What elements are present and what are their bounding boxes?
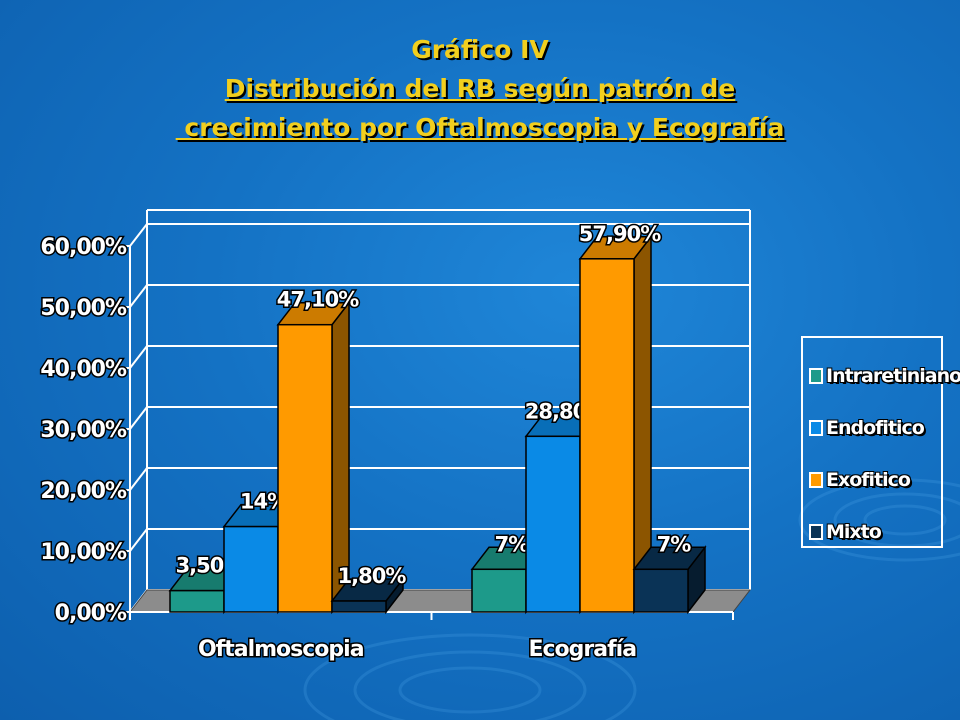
- x-category-label-0: Oftalmoscopia: [198, 637, 364, 662]
- gridline-side-4: [129, 345, 148, 369]
- data-label-mixto-0: 1,80%: [338, 564, 407, 588]
- bar-mixto-0: [331, 600, 387, 613]
- data-label-exofitico-1: 57,90%: [579, 222, 661, 246]
- data-label-mixto-1: 7%: [657, 532, 692, 556]
- legend-label-endofitico: Endofitico: [826, 417, 925, 439]
- legend-swatch-mixto: [809, 524, 823, 540]
- y-tick-label-6: 60,00%: [40, 235, 127, 260]
- gridline-side-2: [129, 467, 148, 491]
- legend-label-intraretiniano: Intraretiniano: [826, 365, 960, 387]
- gridline-side-5: [129, 284, 148, 308]
- chart-legend: Intraretiniano Endofitico Exofitico Mixt…: [801, 336, 960, 548]
- y-tick-label-3: 30,00%: [40, 418, 127, 443]
- bar-intraretiniano-0: [169, 589, 225, 613]
- bar-mixto-1: [633, 568, 689, 613]
- legend-item-endofitico: Endofitico: [803, 402, 941, 454]
- title-line-1: Gráfico IV: [411, 35, 549, 64]
- legend-item-intraretiniano: Intraretiniano: [803, 350, 960, 402]
- title-line-2: Distribución del RB según patrón de: [224, 74, 736, 103]
- title-line-3: crecimiento por Oftalmoscopia y Ecografí…: [175, 113, 785, 142]
- data-label-intraretiniano-1: 7%: [495, 532, 530, 556]
- legend-label-exofitico: Exofitico: [826, 469, 911, 491]
- y-tick-label-4: 40,00%: [40, 357, 127, 382]
- chart-title: Gráfico IV Distribución del RB según pat…: [0, 30, 960, 147]
- y-tick-label-0: 0,00%: [55, 601, 127, 626]
- bar-intraretiniano-1: [471, 568, 527, 613]
- legend-swatch-exofitico: [809, 472, 823, 488]
- y-tick-label-1: 10,00%: [40, 540, 127, 565]
- y-tick-label-2: 20,00%: [40, 479, 127, 504]
- bar-endofitico-0: [223, 525, 279, 613]
- bar-exofitico-1: [579, 258, 635, 613]
- legend-label-mixto: Mixto: [826, 521, 882, 543]
- legend-item-exofitico: Exofitico: [803, 454, 941, 506]
- y-tick-label-5: 50,00%: [40, 296, 127, 321]
- bar-exofitico-0: [277, 323, 333, 613]
- gridline-side-6: [129, 223, 148, 247]
- legend-swatch-intraretiniano: [809, 368, 823, 384]
- gridline-side-3: [129, 406, 148, 430]
- legend-item-mixto: Mixto: [803, 506, 941, 558]
- data-label-exofitico-0: 47,10%: [277, 288, 359, 312]
- x-category-label-1: Ecografía: [528, 637, 636, 662]
- bar-endofitico-1: [525, 435, 581, 613]
- legend-swatch-endofitico: [809, 420, 823, 436]
- gridline-side-1: [129, 528, 148, 552]
